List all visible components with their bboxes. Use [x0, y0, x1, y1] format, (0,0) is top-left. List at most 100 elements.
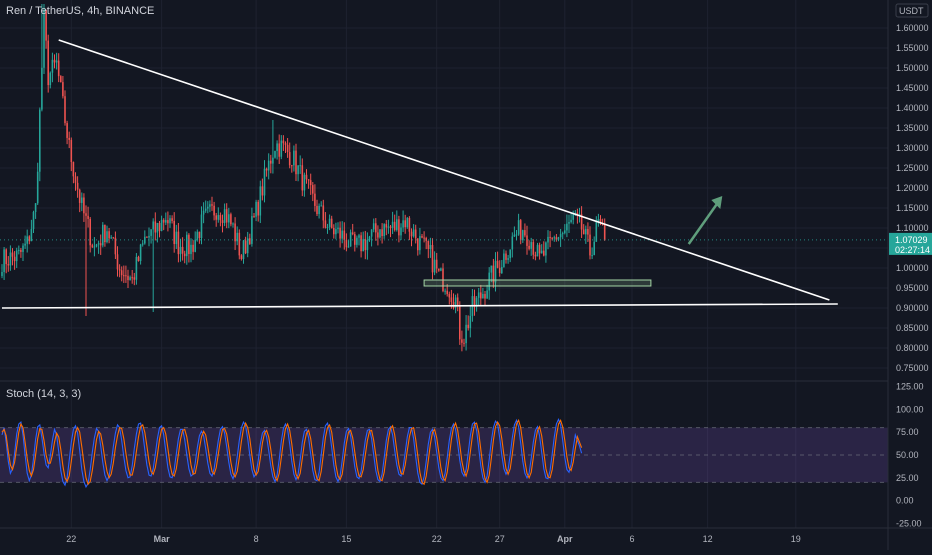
symbol-title[interactable]: Ren / TetherUS, 4h, BINANCE	[6, 5, 155, 17]
candle-body	[299, 165, 301, 167]
candle-body	[599, 218, 602, 224]
candle-body	[112, 237, 115, 239]
candle-body	[450, 297, 453, 302]
candle	[76, 176, 79, 198]
candle-body	[494, 260, 497, 283]
candle	[106, 225, 108, 244]
time-tick-label: Apr	[557, 534, 573, 544]
candle	[87, 206, 89, 228]
candle	[49, 71, 52, 89]
candle-body	[186, 234, 188, 257]
candle	[223, 203, 226, 227]
candle	[39, 107, 41, 182]
candle	[381, 223, 383, 244]
candle-body	[326, 226, 329, 228]
candle-body	[391, 221, 394, 228]
candle-body	[53, 59, 56, 63]
candle-body	[99, 243, 102, 246]
candle	[55, 52, 58, 70]
candle	[263, 160, 266, 203]
candle	[32, 210, 35, 233]
candle	[196, 229, 199, 242]
candle	[26, 229, 28, 253]
candle-body	[249, 238, 251, 244]
time-tick-label: 22	[66, 534, 76, 544]
price-tick-label: 0.95000	[896, 283, 929, 293]
candle-body	[20, 249, 22, 252]
candle-body	[532, 242, 535, 255]
candle	[501, 259, 503, 274]
candle	[587, 222, 589, 242]
candle-body	[324, 220, 327, 228]
candle	[244, 236, 247, 255]
candle-body	[555, 237, 558, 240]
candle	[463, 338, 465, 347]
candle	[330, 215, 333, 229]
candle	[511, 232, 514, 258]
candle-body	[167, 220, 169, 224]
candle-body	[125, 275, 127, 277]
candle	[536, 242, 539, 257]
candle	[433, 251, 436, 276]
candle-body	[207, 206, 209, 209]
candle	[297, 165, 299, 182]
candle	[192, 240, 194, 260]
candle	[173, 212, 175, 253]
candle-body	[154, 221, 157, 233]
candle-body	[335, 229, 337, 235]
candle-body	[438, 268, 440, 271]
candle	[177, 223, 180, 263]
candle	[509, 249, 511, 263]
candle-body	[177, 231, 180, 255]
candle	[444, 288, 446, 295]
candle	[438, 268, 440, 272]
candle	[167, 211, 169, 232]
candle	[522, 229, 524, 243]
candle	[236, 226, 238, 246]
candle	[97, 240, 100, 254]
candle	[484, 291, 486, 307]
candle	[183, 250, 186, 264]
candle	[24, 235, 26, 249]
candle-body	[9, 252, 12, 266]
candle	[383, 223, 385, 239]
candle-body	[106, 231, 108, 243]
candle-body	[259, 186, 262, 216]
candle-body	[244, 240, 247, 254]
candle-body	[358, 235, 360, 238]
candle-body	[549, 236, 551, 238]
candle-body	[146, 236, 148, 238]
candle	[387, 219, 390, 234]
candle-body	[196, 231, 199, 240]
candle	[129, 275, 131, 281]
candle	[114, 231, 117, 259]
candle	[282, 135, 285, 151]
stoch-axis: 125.00 100.00 75.00 50.00 25.00 0.00 -25.00	[896, 382, 924, 529]
candle-body	[60, 76, 62, 83]
price-axis-bg	[888, 0, 932, 550]
candle-body	[236, 232, 238, 242]
candle-body	[288, 152, 291, 166]
candle-body	[452, 301, 455, 308]
trendline-resistance	[58, 39, 830, 301]
candle-body	[198, 231, 201, 239]
candle-body	[551, 237, 553, 239]
candle-body	[41, 67, 43, 110]
candle	[316, 199, 318, 217]
candle-body	[265, 168, 268, 171]
candle	[278, 134, 280, 164]
candle	[20, 248, 22, 258]
candle-body	[534, 254, 537, 257]
time-tick-label: 6	[629, 534, 634, 544]
candle-body	[414, 229, 417, 239]
candle	[202, 202, 205, 224]
candle	[389, 224, 392, 238]
candle	[13, 251, 16, 270]
indicator-title[interactable]: Stoch (14, 3, 3)	[6, 388, 82, 400]
candle-body	[55, 60, 58, 63]
candle	[81, 192, 83, 212]
candle-body	[200, 214, 203, 239]
candle	[461, 330, 463, 352]
candle-body	[582, 229, 585, 235]
